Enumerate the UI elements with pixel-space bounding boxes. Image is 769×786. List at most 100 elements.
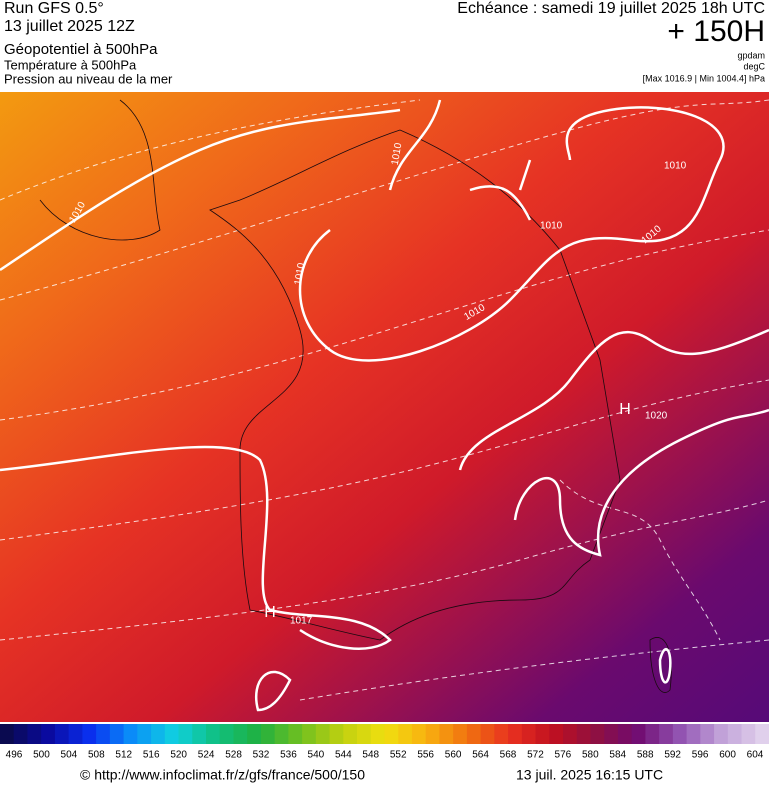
colorbar-swatch (370, 724, 385, 744)
colorbar-swatch (343, 724, 358, 744)
colorbar-swatch (96, 724, 111, 744)
pressure-isobars (0, 99, 769, 712)
colorbar-swatch (453, 724, 468, 744)
colorbar-swatch (233, 724, 248, 744)
colorbar-label: 524 (198, 750, 215, 761)
temperature-contours (0, 99, 769, 701)
echeance: Echéance : samedi 19 juillet 2025 18h UT… (457, 0, 765, 17)
colorbar-swatch (480, 724, 495, 744)
isobar-label: 1010 (293, 262, 308, 286)
colorbar-swatch (384, 724, 399, 744)
colorbar-swatch (563, 724, 578, 744)
colorbar-label: 560 (445, 750, 462, 761)
layer: Température à 500hPa (4, 57, 137, 72)
colorbar-swatch (68, 724, 83, 744)
isobar-label: 1010 (390, 142, 405, 166)
colorbar-swatch (164, 724, 180, 744)
coastlines (39, 99, 672, 693)
colorbar-swatch (617, 724, 633, 744)
colorbar-label: 508 (88, 750, 105, 761)
layer: Pression au niveau de la mer (4, 71, 173, 86)
colorbar-swatch (508, 724, 523, 744)
colorbar-label: 592 (664, 750, 681, 761)
colorbar-label: 556 (417, 750, 434, 761)
colorbar-swatch (645, 724, 660, 744)
colorbar-swatch (604, 724, 619, 744)
run-date: 13 juillet 2025 12Z (4, 18, 135, 35)
colorbar-swatch (274, 724, 289, 744)
colorbar-swatch (576, 724, 591, 744)
pressure-range: [Max 1016.9 | Min 1004.4] hPa (643, 73, 765, 83)
colorbar-label: 596 (692, 750, 709, 761)
colorbar-swatch (549, 724, 564, 744)
colorbar-swatch (151, 724, 166, 744)
colorbar-swatch (672, 724, 688, 744)
colorbar-label: 588 (637, 750, 654, 761)
colorbar-swatch (219, 724, 234, 744)
colorbar-swatch (466, 724, 482, 744)
colorbar-swatch (302, 724, 317, 744)
colorbar-swatch (13, 724, 28, 744)
colorbar-swatch (535, 724, 550, 744)
colorbar-label: 532 (253, 750, 270, 761)
unit: gpdam (737, 50, 765, 60)
colorbar-swatch (0, 724, 15, 744)
colorbar-swatch (27, 724, 42, 744)
colorbar-swatch (714, 724, 729, 744)
field (0, 92, 769, 722)
colorbar-swatch (659, 724, 674, 744)
colorbar-swatch (741, 724, 756, 744)
colorbar-swatch (41, 724, 56, 744)
colorbar-swatch (686, 724, 701, 744)
isobar-label: 1010 (664, 161, 687, 172)
colorbar-swatch (357, 724, 372, 744)
colorbar-swatch (315, 724, 331, 744)
colorbar-swatch (192, 724, 207, 744)
colorbar-swatch (631, 724, 646, 744)
colorbar-label: 544 (335, 750, 352, 761)
colorbar: 496 500 504 508 512 516 520 524 528 532 536 540 544 5… (0, 724, 769, 761)
layer: Géopotentiel à 500hPa (4, 41, 158, 58)
colorbar-label: 584 (609, 750, 626, 761)
high-marker: H (619, 401, 631, 418)
isobar-label: 1020 (645, 411, 668, 422)
colorbar-label: 552 (390, 750, 407, 761)
colorbar-label: 580 (582, 750, 599, 761)
colorbar-label: 504 (61, 750, 78, 761)
colorbar-swatch (755, 724, 769, 744)
colorbar-swatch (329, 724, 344, 744)
colorbar-label: 604 (747, 750, 764, 761)
colorbar-label: 512 (115, 750, 132, 761)
colorbar-swatch (700, 724, 715, 744)
colorbar-swatch (109, 724, 125, 744)
header: Run GFS 0.5° 13 juillet 2025 12Z Géopote… (4, 0, 766, 86)
colorbar-swatch (288, 724, 303, 744)
footer-url: © http://www.infoclimat.fr/z/gfs/france/… (80, 767, 365, 783)
colorbar-label: 500 (33, 750, 50, 761)
colorbar-swatch (123, 724, 138, 744)
isobar-label: 1017 (290, 616, 313, 627)
colorbar-label: 600 (719, 750, 736, 761)
colorbar-swatch (521, 724, 537, 744)
unit: degC (743, 61, 765, 71)
colorbar-label: 516 (143, 750, 160, 761)
colorbar-swatch (494, 724, 509, 744)
colorbar-label: 568 (500, 750, 517, 761)
high-marker: H (264, 604, 276, 621)
colorbar-swatch (205, 724, 221, 744)
colorbar-swatch (398, 724, 413, 744)
lead-time: + 150H (667, 15, 765, 48)
colorbar-label: 576 (555, 750, 572, 761)
colorbar-label: 496 (6, 750, 23, 761)
colorbar-swatch (439, 724, 454, 744)
colorbar-swatch (260, 724, 276, 744)
colorbar-swatch (247, 724, 262, 744)
colorbar-swatch (82, 724, 97, 744)
colorbar-swatch (411, 724, 427, 744)
colorbar-swatch (425, 724, 440, 744)
colorbar-swatch (137, 724, 152, 744)
colorbar-label: 528 (225, 750, 242, 761)
colorbar-label: 540 (308, 750, 325, 761)
